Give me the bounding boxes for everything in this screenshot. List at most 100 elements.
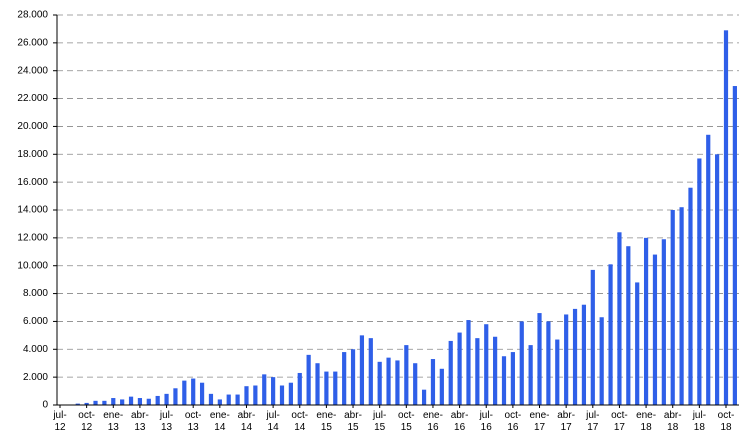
x-tick-label: abr-13 [131,410,149,433]
bar [377,361,382,405]
bar [155,395,160,405]
bar [510,352,515,405]
y-tick-label: 28.000 [17,10,48,21]
bar [679,207,684,405]
bar [191,378,196,405]
bar [120,399,125,405]
bar [199,382,205,405]
x-tick-label: ene-16 [422,410,443,433]
y-tick-label: 10.000 [17,260,48,271]
y-tick-label: 8.000 [23,288,48,299]
y-tick-label: 6.000 [23,316,48,327]
bar [493,336,498,405]
bar [217,399,222,405]
bar [306,354,311,405]
x-tick-label: ene-18 [636,410,657,433]
y-tick-label: 0 [42,400,48,411]
bar [413,363,418,405]
x-tick-label: oct-15 [397,410,415,433]
x-tick-label: jul-15 [373,410,387,433]
x-tick-label: abr-17 [557,410,576,433]
x-tick-label: oct-18 [717,410,735,433]
bar [643,237,649,405]
bar [164,393,169,405]
x-tick-label: oct-17 [611,410,628,433]
bar [706,134,711,406]
y-tick-label: 2.000 [23,372,48,383]
bar [315,363,320,405]
bar [244,386,249,405]
bar [723,30,729,405]
x-tick-label: oct-16 [504,410,522,433]
bar [342,352,347,405]
bar [297,372,302,405]
bar [137,398,143,405]
bar [430,359,436,405]
bar [617,232,622,405]
x-tick-label: abr-14 [237,410,256,433]
bar [439,368,444,405]
x-tick-label: oct-13 [184,410,202,433]
bar [208,393,214,405]
bar [581,304,587,405]
x-tick-label: jul-16 [479,410,493,433]
bar [448,340,453,405]
x-tick-label: oct-12 [78,410,95,433]
bar [84,402,89,405]
bar [484,324,489,405]
bar [688,187,693,405]
bar [368,338,373,405]
bar [75,403,80,405]
bar [226,394,231,405]
x-tick-label: abr-16 [450,410,469,433]
y-tick-label: 20.000 [17,121,48,132]
bar [652,254,658,405]
bar [697,158,702,405]
bar [537,313,542,405]
bar [466,320,471,405]
y-tick-label: 26.000 [17,37,48,48]
bar [235,394,240,405]
bar [288,382,293,405]
bar [173,388,178,405]
x-tick-label: ene-17 [529,410,550,433]
bar [253,385,258,405]
bar [635,282,640,405]
bar [599,317,604,405]
bar [350,349,356,405]
bar [279,385,285,405]
bar [102,400,107,405]
bar [626,246,631,405]
y-tick-label: 14.000 [17,205,48,216]
x-tick-label: abr-18 [663,410,682,433]
x-tick-label: jul-14 [266,410,280,433]
x-tick-label: jul-18 [692,410,707,433]
bar [271,377,276,405]
bar [146,398,151,405]
bar [93,400,98,405]
bar [475,338,480,405]
bar [182,380,187,405]
x-tick-label: ene-14 [209,410,230,433]
x-tick-label: oct-14 [291,410,309,433]
bar [386,357,391,405]
bar [333,371,338,405]
x-tick-label: jul-17 [586,410,600,433]
bar [421,389,427,405]
bar [732,86,737,406]
y-tick-label: 22.000 [17,93,48,104]
y-tick-label: 16.000 [17,177,48,188]
bar [608,264,613,405]
bar [572,308,578,405]
x-tick-label: jul-12 [53,410,67,433]
x-tick-label: jul-13 [159,410,174,433]
bar [359,335,365,405]
bar [457,332,462,405]
bar [128,396,134,405]
bar [395,360,400,405]
bar [111,398,116,405]
bar [519,321,524,405]
bar [404,345,409,405]
bar [670,210,675,405]
